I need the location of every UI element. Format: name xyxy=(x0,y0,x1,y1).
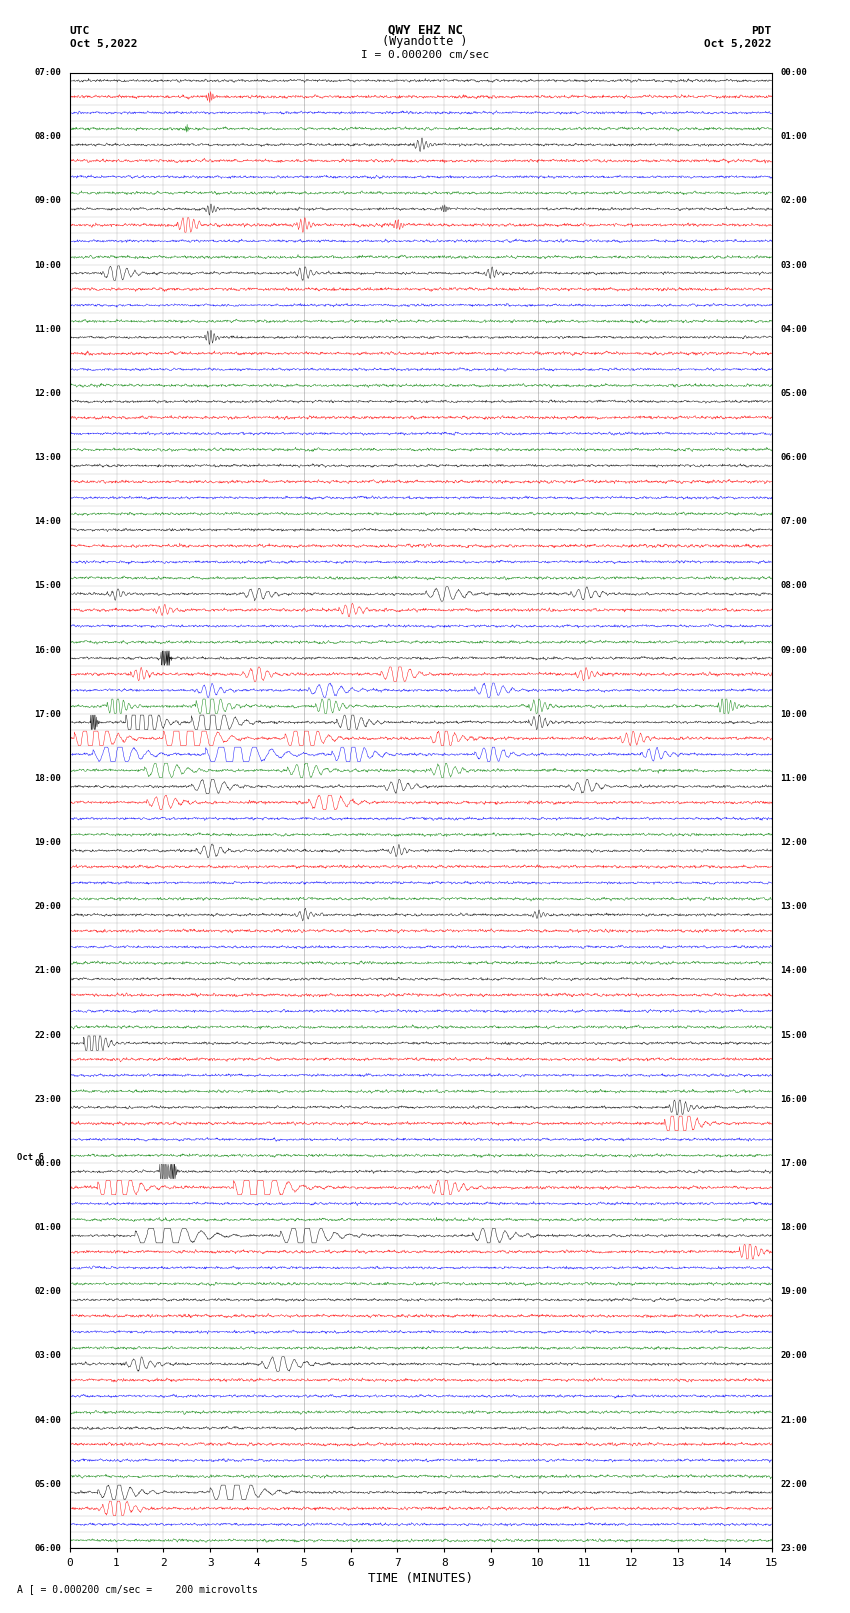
Text: Oct 6: Oct 6 xyxy=(17,1153,44,1161)
Text: 05:00: 05:00 xyxy=(780,389,808,398)
Text: 10:00: 10:00 xyxy=(780,710,808,719)
Text: 04:00: 04:00 xyxy=(34,1416,61,1424)
Text: 03:00: 03:00 xyxy=(780,261,808,269)
Text: 06:00: 06:00 xyxy=(34,1544,61,1553)
Text: QWY EHZ NC: QWY EHZ NC xyxy=(388,23,462,37)
Text: 11:00: 11:00 xyxy=(34,324,61,334)
Text: 07:00: 07:00 xyxy=(780,518,808,526)
Text: 16:00: 16:00 xyxy=(34,645,61,655)
Text: 15:00: 15:00 xyxy=(34,581,61,590)
Text: 17:00: 17:00 xyxy=(34,710,61,719)
Text: 17:00: 17:00 xyxy=(780,1160,808,1168)
Text: 14:00: 14:00 xyxy=(34,518,61,526)
Text: 09:00: 09:00 xyxy=(34,197,61,205)
Text: 11:00: 11:00 xyxy=(780,774,808,782)
Text: 01:00: 01:00 xyxy=(780,132,808,142)
Text: 20:00: 20:00 xyxy=(780,1352,808,1360)
Text: A [ = 0.000200 cm/sec =    200 microvolts: A [ = 0.000200 cm/sec = 200 microvolts xyxy=(17,1584,258,1594)
Text: 03:00: 03:00 xyxy=(34,1352,61,1360)
Text: 18:00: 18:00 xyxy=(34,774,61,782)
Text: 16:00: 16:00 xyxy=(780,1095,808,1103)
Text: 22:00: 22:00 xyxy=(780,1479,808,1489)
Text: 23:00: 23:00 xyxy=(780,1544,808,1553)
Text: 19:00: 19:00 xyxy=(34,839,61,847)
Text: 23:00: 23:00 xyxy=(34,1095,61,1103)
Text: 02:00: 02:00 xyxy=(780,197,808,205)
Text: 20:00: 20:00 xyxy=(34,902,61,911)
Text: 05:00: 05:00 xyxy=(34,1479,61,1489)
Text: 00:00: 00:00 xyxy=(34,1160,61,1168)
Text: 18:00: 18:00 xyxy=(780,1223,808,1232)
Text: 21:00: 21:00 xyxy=(34,966,61,976)
Text: 08:00: 08:00 xyxy=(34,132,61,142)
Text: 14:00: 14:00 xyxy=(780,966,808,976)
Text: 19:00: 19:00 xyxy=(780,1287,808,1297)
Text: 13:00: 13:00 xyxy=(780,902,808,911)
Text: UTC: UTC xyxy=(70,26,90,37)
Text: 00:00: 00:00 xyxy=(780,68,808,77)
Text: 01:00: 01:00 xyxy=(34,1223,61,1232)
Text: PDT: PDT xyxy=(751,26,772,37)
Text: 07:00: 07:00 xyxy=(34,68,61,77)
Text: Oct 5,2022: Oct 5,2022 xyxy=(705,39,772,50)
Text: 09:00: 09:00 xyxy=(780,645,808,655)
Text: 06:00: 06:00 xyxy=(780,453,808,461)
Text: 21:00: 21:00 xyxy=(780,1416,808,1424)
Text: (Wyandotte ): (Wyandotte ) xyxy=(382,35,468,48)
Text: 22:00: 22:00 xyxy=(34,1031,61,1040)
Text: 02:00: 02:00 xyxy=(34,1287,61,1297)
Text: Oct 5,2022: Oct 5,2022 xyxy=(70,39,137,50)
Text: 15:00: 15:00 xyxy=(780,1031,808,1040)
Text: 10:00: 10:00 xyxy=(34,261,61,269)
Text: I = 0.000200 cm/sec: I = 0.000200 cm/sec xyxy=(361,50,489,60)
Text: 08:00: 08:00 xyxy=(780,581,808,590)
Text: 04:00: 04:00 xyxy=(780,324,808,334)
X-axis label: TIME (MINUTES): TIME (MINUTES) xyxy=(368,1571,473,1584)
Text: 12:00: 12:00 xyxy=(780,839,808,847)
Text: 13:00: 13:00 xyxy=(34,453,61,461)
Text: 12:00: 12:00 xyxy=(34,389,61,398)
